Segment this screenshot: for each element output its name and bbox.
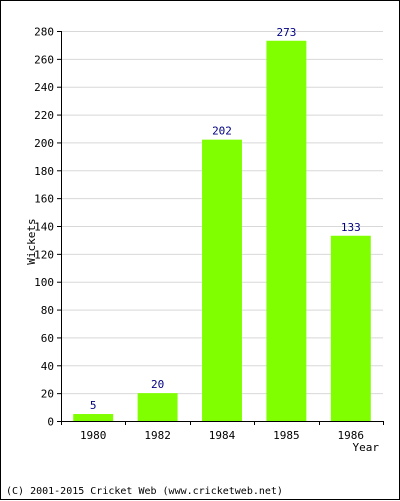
- y-tick-label: 100: [34, 276, 54, 289]
- bars: [73, 40, 371, 421]
- y-tick-label: 180: [34, 165, 54, 178]
- x-tick-label: 1986: [338, 429, 365, 442]
- x-tick-label: 1980: [80, 429, 107, 442]
- y-axis-title: Wickets: [25, 218, 38, 264]
- y-tick-label: 20: [41, 388, 54, 401]
- y-tick-label: 240: [34, 81, 54, 94]
- y-tick-label: 160: [34, 193, 54, 206]
- y-tick-label: 280: [34, 26, 54, 39]
- data-label-1985: 273: [276, 26, 296, 39]
- bar-1980: [73, 414, 114, 421]
- x-tick-label: 1982: [144, 429, 171, 442]
- y-tick-label: 200: [34, 137, 54, 150]
- data-label-1984: 202: [212, 125, 232, 138]
- y-tick-label: 260: [34, 53, 54, 66]
- data-label-1980: 5: [90, 399, 97, 412]
- y-tick-label: 140: [34, 221, 54, 234]
- y-tick-label: 80: [41, 304, 54, 317]
- y-tick-label: 120: [34, 248, 54, 261]
- y-tick-label: 0: [47, 416, 54, 429]
- bar-1984: [202, 139, 242, 421]
- labels: 0 20 40 60 80 100 120 140 160 180 200 220 240 260 280 5…: [34, 26, 364, 443]
- bar-1986: [330, 235, 371, 421]
- copyright-footer: (C) 2001-2015 Cricket Web (www.cricketwe…: [6, 486, 283, 497]
- y-tick-label: 220: [34, 109, 54, 122]
- data-label-1982: 20: [151, 378, 164, 391]
- axes: [57, 31, 384, 425]
- x-axis-title: Year: [353, 441, 380, 454]
- x-tick-label: 1984: [209, 429, 236, 442]
- bar-1985: [266, 40, 307, 421]
- y-tick-label: 40: [41, 360, 54, 373]
- bar-1982: [137, 393, 178, 421]
- y-tick-label: 60: [41, 332, 54, 345]
- x-tick-label: 1985: [273, 429, 300, 442]
- data-label-1986: 133: [341, 221, 361, 234]
